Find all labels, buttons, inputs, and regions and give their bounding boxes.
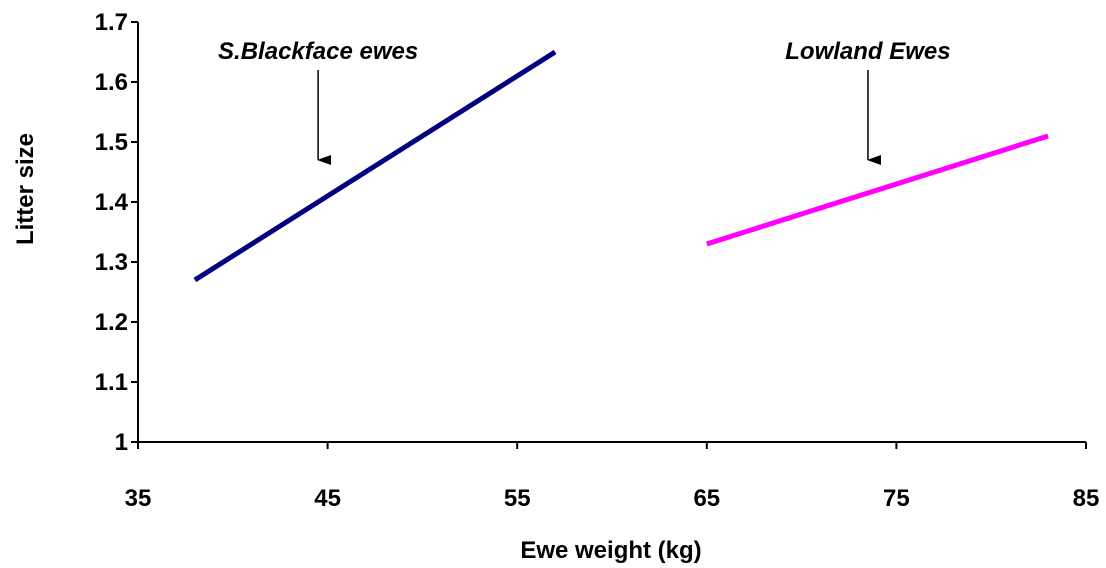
x-tick-label: 45 xyxy=(314,485,341,512)
series-line-1 xyxy=(193,49,557,283)
x-axis-title: Ewe weight (kg) xyxy=(520,537,701,564)
annotation-label-2: Lowland Ewes xyxy=(785,38,950,65)
series-line-2 xyxy=(706,133,1049,247)
annotations-layer: S.Blackface ewes Lowland Ewes xyxy=(218,38,951,165)
y-tick-label: 1.1 xyxy=(95,369,128,396)
y-axis-ticks: 1 1.1 1.2 1.3 1.4 1.5 1.6 1.7 xyxy=(95,9,138,456)
series-layer xyxy=(193,49,1049,283)
y-tick-label: 1.5 xyxy=(95,129,128,156)
y-tick-label: 1.4 xyxy=(95,189,129,216)
x-tick-label: 55 xyxy=(504,485,531,512)
x-tick-label: 75 xyxy=(883,485,910,512)
y-tick-label: 1.7 xyxy=(95,9,128,36)
x-axis-ticks: 35 45 55 65 75 85 xyxy=(125,442,1100,512)
x-tick-label: 35 xyxy=(125,485,152,512)
x-tick-label: 85 xyxy=(1073,485,1100,512)
y-tick-label: 1.2 xyxy=(95,309,128,336)
x-tick-label: 65 xyxy=(693,485,720,512)
y-axis-title: Litter size xyxy=(12,133,39,245)
annotation-label-1: S.Blackface ewes xyxy=(218,38,418,65)
plot-area xyxy=(137,22,1086,443)
y-tick-label: 1.3 xyxy=(95,249,128,276)
y-tick-label: 1 xyxy=(115,429,128,456)
y-tick-label: 1.6 xyxy=(95,69,128,96)
